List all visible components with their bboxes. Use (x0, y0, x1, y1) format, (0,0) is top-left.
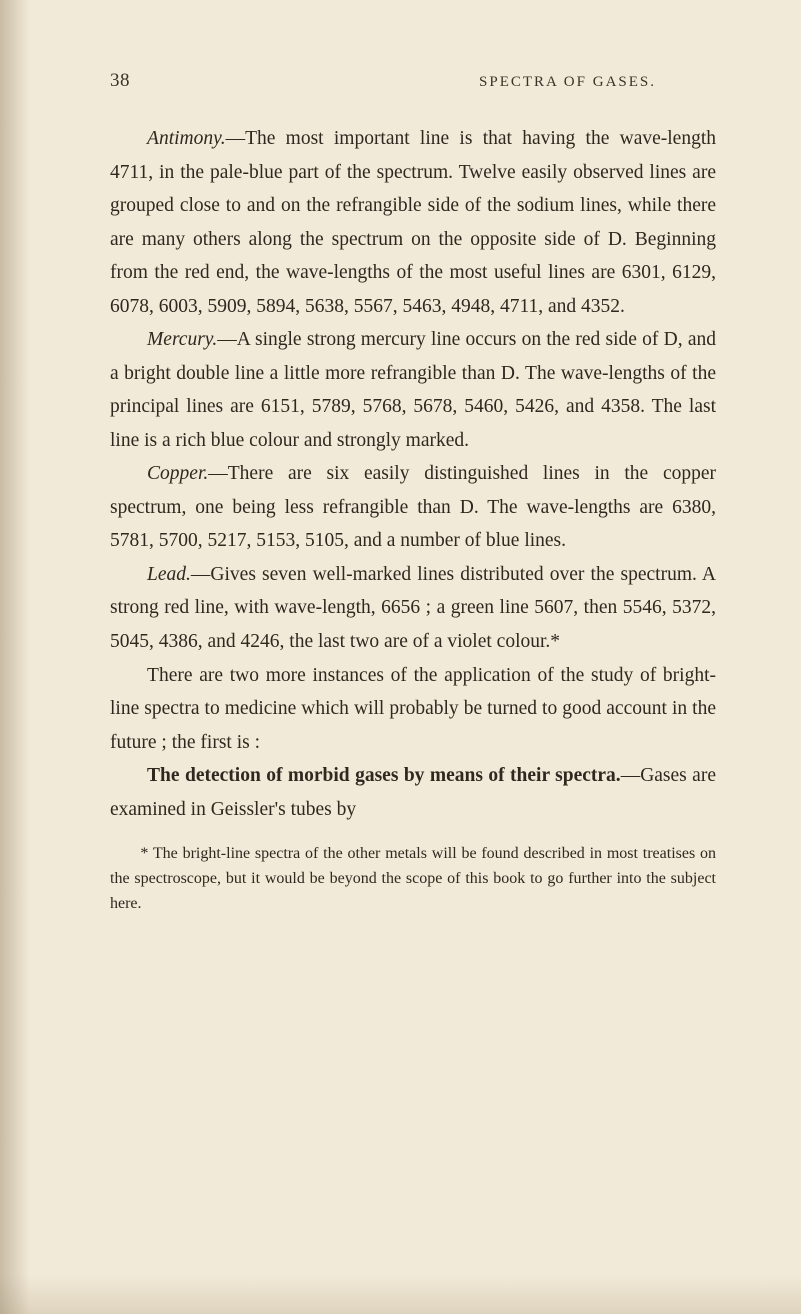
paragraph-lead: Lead.—Gives seven well-marked lines dist… (110, 558, 716, 659)
element-label-antimony: Antimony. (147, 128, 226, 149)
detection-heading: The detection of morbid gases by means o… (147, 765, 621, 786)
page-number: 38 (110, 70, 130, 92)
element-label-lead: Lead. (147, 564, 191, 585)
footnote: * The bright-line spectra of the other m… (110, 842, 716, 916)
lead-text: —Gives seven well-marked lines distribut… (110, 564, 716, 652)
paragraph-copper: Copper.—There are six easily distinguish… (110, 457, 716, 558)
element-label-copper: Copper. (147, 463, 208, 484)
page-header: 38 SPECTRA OF GASES. (110, 70, 716, 92)
page-shadow-bottom (0, 1274, 801, 1314)
paragraph-instances: There are two more instances of the appl… (110, 659, 716, 760)
paragraph-antimony: Antimony.—The most important line is tha… (110, 122, 716, 323)
antimony-text: —The most important line is that having … (110, 128, 716, 317)
paragraph-detection: The detection of morbid gases by means o… (110, 759, 716, 826)
instances-text: There are two more instances of the appl… (110, 665, 716, 753)
body-text: Antimony.—The most important line is tha… (110, 122, 716, 826)
running-title: SPECTRA OF GASES. (479, 74, 656, 91)
paragraph-mercury: Mercury.—A single strong mercury line oc… (110, 323, 716, 457)
element-label-mercury: Mercury. (147, 329, 217, 350)
book-page: 38 SPECTRA OF GASES. Antimony.—The most … (0, 0, 801, 977)
